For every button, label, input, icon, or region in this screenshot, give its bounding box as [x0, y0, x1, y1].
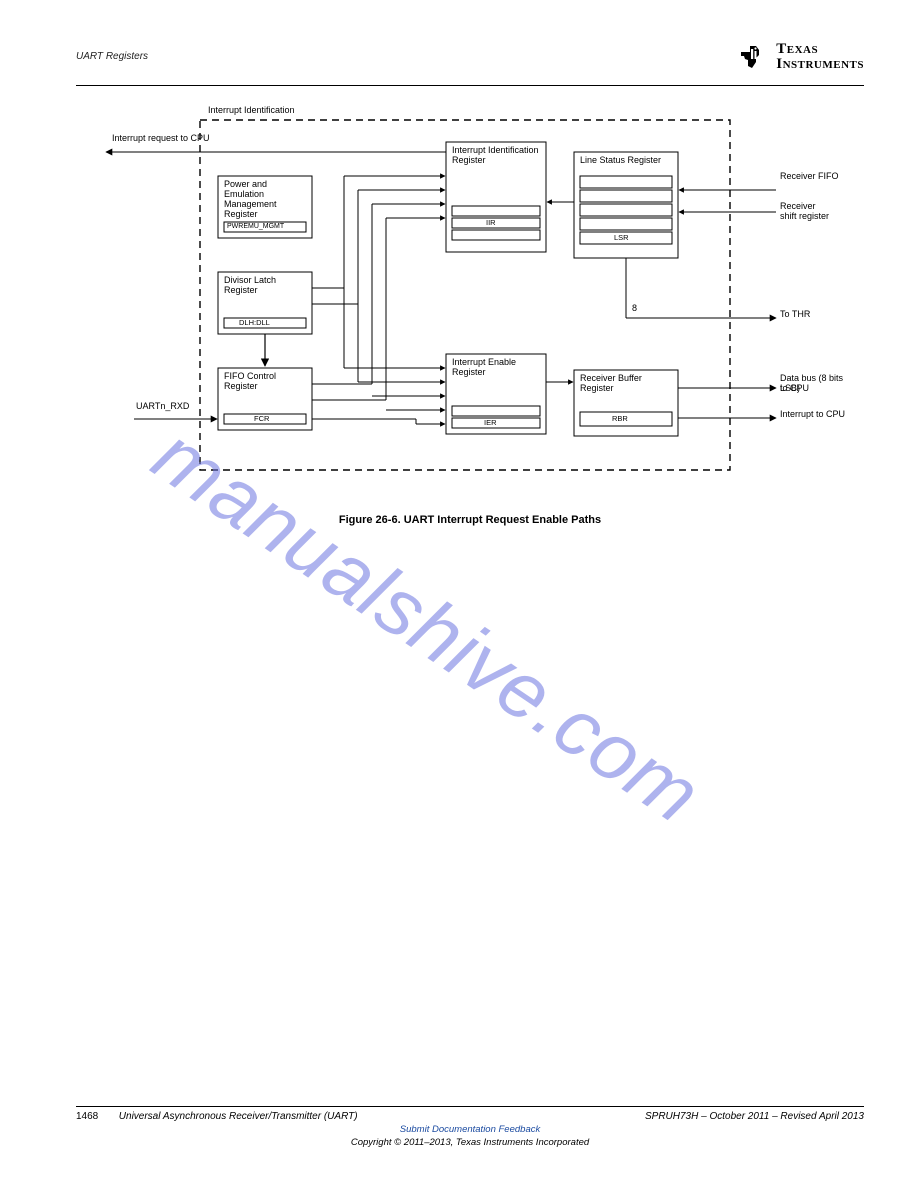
- lbl-rx-fifo: Receiver FIFO: [780, 172, 839, 182]
- lbl-boundary: Interrupt Identification: [208, 106, 295, 116]
- lbl-fcr-reg: FCR: [254, 415, 269, 423]
- footer-page: 1468: [76, 1111, 116, 1122]
- lbl-databus2: to CPU: [780, 384, 809, 394]
- figure-caption: Figure 26-6. UART Interrupt Request Enab…: [76, 514, 864, 526]
- lbl-int-emu: Interrupt to CPU: [780, 410, 845, 420]
- footer-copyright: Copyright © 2011–2013, Texas Instruments…: [76, 1137, 864, 1148]
- block-diagram: Interrupt request to CPU UARTn_RXD Power…: [76, 112, 864, 512]
- ti-logo-line2: Instruments: [776, 57, 864, 71]
- lbl-pmr-reg: PWREMU_MGMT: [227, 223, 284, 231]
- lbl-to-thr: To THR: [780, 310, 810, 320]
- lbl-lsr-title: Line Status Register: [580, 156, 674, 166]
- lbl-rx-shift2: shift register: [780, 212, 829, 222]
- page-footer: 1468 Universal Asynchronous Receiver/Tra…: [76, 1106, 864, 1148]
- lbl-fcr-title: FIFO Control Register: [224, 372, 306, 392]
- lbl-pmr-title: Power and Emulation Management Register: [224, 180, 306, 220]
- lbl-iir-reg: IIR: [486, 219, 496, 227]
- page-header: UART Registers Texas Instruments: [76, 28, 864, 86]
- footer-doc: SPRUH73H – October 2011 – Revised April …: [645, 1111, 864, 1122]
- footer-feedback-link[interactable]: Submit Documentation Feedback: [400, 1124, 540, 1135]
- lbl-int-cpu: Interrupt request to CPU: [112, 134, 210, 144]
- lbl-8: 8: [632, 304, 637, 314]
- lbl-rxd: UARTn_RXD: [136, 402, 189, 412]
- lbl-rbr-reg: RBR: [612, 415, 628, 423]
- lbl-ier-title: Interrupt Enable Register: [452, 358, 542, 378]
- lbl-ier-reg: IER: [484, 419, 497, 427]
- lbl-dll-title: Divisor Latch Register: [224, 276, 306, 296]
- lbl-rbr-title: Receiver Buffer Register: [580, 374, 674, 394]
- lbl-dll-reg: DLH:DLL: [239, 319, 270, 327]
- lbl-iir-title: Interrupt Identification Register: [452, 146, 542, 166]
- lbl-lsr-reg: LSR: [614, 234, 629, 242]
- footer-title: Universal Asynchronous Receiver/Transmit…: [119, 1111, 358, 1122]
